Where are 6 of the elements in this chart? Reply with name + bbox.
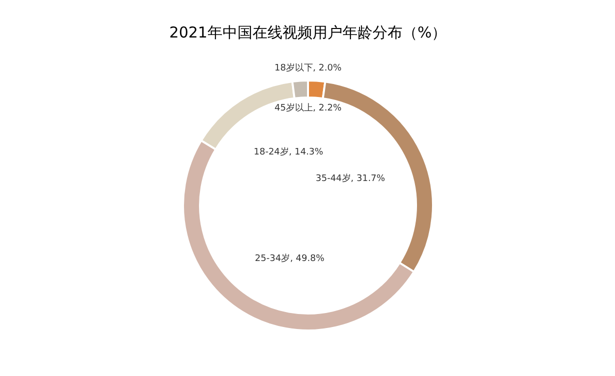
- slice-label: 45岁以上, 2.2%: [274, 102, 342, 114]
- chart-title: 2021年中国在线视频用户年龄分布（%）: [169, 24, 447, 42]
- slice-label: 25-34岁, 49.8%: [254, 253, 325, 264]
- slice-label: 18-24岁, 14.3%: [254, 146, 324, 158]
- slice-label: 18岁以下, 2.0%: [274, 62, 342, 74]
- slice-label: 35-44岁, 31.7%: [316, 172, 386, 184]
